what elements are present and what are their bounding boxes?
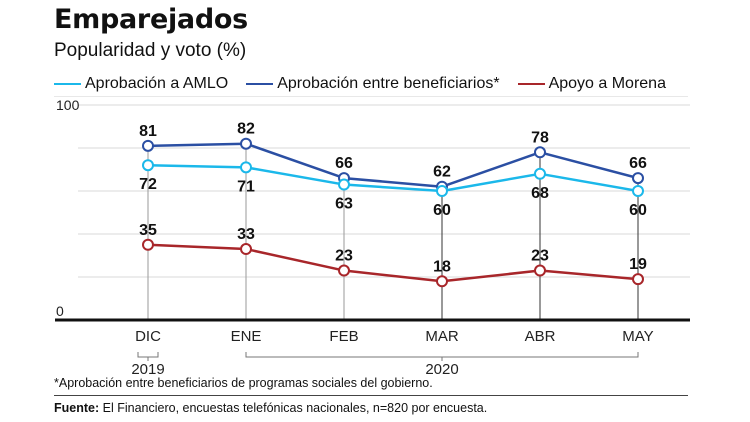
data-label-1-3: 60 (433, 202, 451, 219)
data-point-1-0 (142, 159, 154, 172)
data-label-1-4: 68 (531, 185, 549, 202)
data-label-2-1: 33 (237, 226, 255, 243)
x-tick-label-feb: FEB (329, 328, 358, 345)
data-label-0-2: 66 (335, 155, 353, 172)
legend-swatch-morena (517, 83, 545, 85)
legend-item-beneficiarios: Aprobación entre beneficiarios* (246, 75, 500, 93)
data-point-2-2 (338, 264, 350, 277)
data-label-2-4: 23 (531, 248, 549, 265)
chart-subtitle: Popularidad y voto (%) (54, 40, 247, 61)
source-text: El Financiero, encuestas telefónicas nac… (99, 401, 488, 415)
data-point-0-1 (240, 137, 252, 150)
source-line: Fuente: El Financiero, encuestas telefón… (54, 401, 487, 415)
data-point-0-0 (142, 139, 154, 152)
footer-divider (54, 395, 688, 396)
legend-swatch-amlo (54, 83, 81, 85)
data-label-0-3: 62 (433, 164, 451, 181)
year-bracket-2020 (245, 352, 639, 361)
x-tick-label-may: MAY (622, 328, 653, 345)
data-label-0-4: 78 (531, 129, 549, 146)
y-tick-label-0: 0 (56, 303, 64, 319)
x-tick-label-ene: ENE (231, 328, 262, 345)
legend-label-beneficiarios: Aprobación entre beneficiarios* (277, 75, 500, 92)
year-label-2019: 2019 (131, 361, 164, 378)
data-label-1-5: 60 (629, 202, 647, 219)
legend-label-amlo: Aprobación a AMLO (85, 75, 229, 92)
data-label-2-0: 35 (139, 222, 157, 239)
data-point-2-4 (534, 264, 546, 277)
data-label-2-5: 19 (629, 256, 647, 273)
data-point-2-5 (632, 273, 644, 286)
legend: Aprobación a AMLO Aprobación entre benef… (54, 73, 684, 95)
series-line-2 (147, 243, 639, 283)
series-line-0 (147, 142, 639, 188)
year-bracket-2019 (137, 352, 159, 361)
x-tick-label-mar: MAR (425, 328, 459, 345)
data-point-1-1 (240, 161, 252, 174)
year-label-2020: 2020 (425, 361, 458, 378)
legend-label-morena: Apoyo a Morena (548, 75, 666, 92)
data-point-1-3 (436, 185, 448, 197)
data-label-1-1: 71 (237, 178, 255, 195)
data-label-2-2: 23 (335, 248, 353, 265)
data-label-0-0: 81 (139, 123, 157, 140)
chart-title: Emparejados (54, 4, 248, 35)
data-point-2-1 (240, 243, 252, 256)
data-point-1-2 (338, 178, 350, 191)
data-point-2-3 (436, 275, 448, 288)
data-label-1-2: 63 (335, 196, 353, 213)
data-point-0-5 (632, 172, 644, 185)
x-tick-label-abr: ABR (525, 328, 556, 345)
data-point-0-4 (534, 146, 546, 159)
y-tick-label-100: 100 (56, 97, 80, 113)
data-point-1-4 (534, 167, 546, 180)
legend-item-morena: Apoyo a Morena (517, 75, 666, 93)
legend-divider (54, 96, 688, 97)
data-label-0-5: 66 (629, 155, 647, 172)
source-label: Fuente: (54, 401, 100, 415)
data-label-2-3: 18 (433, 258, 451, 275)
footnote: *Aprobación entre beneficiarios de progr… (54, 376, 433, 390)
legend-item-amlo: Aprobación a AMLO (54, 75, 228, 93)
series-line-1 (147, 163, 639, 193)
data-point-1-5 (632, 185, 644, 197)
data-label-0-1: 82 (237, 121, 255, 138)
legend-swatch-beneficiarios (246, 83, 274, 85)
x-tick-label-dic: DIC (135, 328, 161, 345)
data-label-1-0: 72 (139, 176, 157, 193)
data-point-2-0 (142, 238, 154, 251)
